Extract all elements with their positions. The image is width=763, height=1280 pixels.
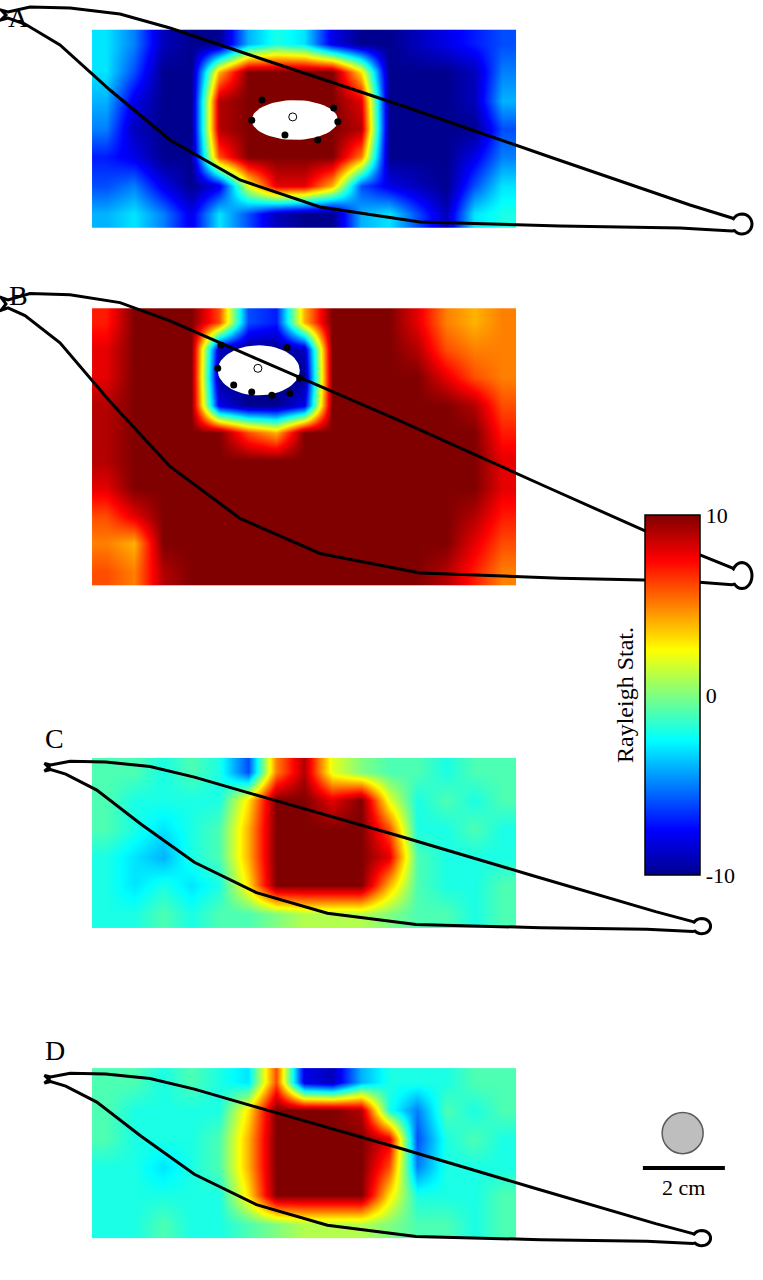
svg-text:Rayleigh Stat.: Rayleigh Stat. [612, 627, 638, 763]
svg-text:B: B [9, 280, 28, 311]
svg-text:0: 0 [706, 683, 717, 708]
svg-text:C: C [45, 723, 64, 754]
svg-text:-10: -10 [706, 863, 735, 888]
svg-text:2 cm: 2 cm [662, 1175, 705, 1200]
svg-text:10: 10 [706, 503, 728, 528]
svg-text:A: A [8, 2, 29, 33]
svg-text:D: D [45, 1035, 65, 1066]
